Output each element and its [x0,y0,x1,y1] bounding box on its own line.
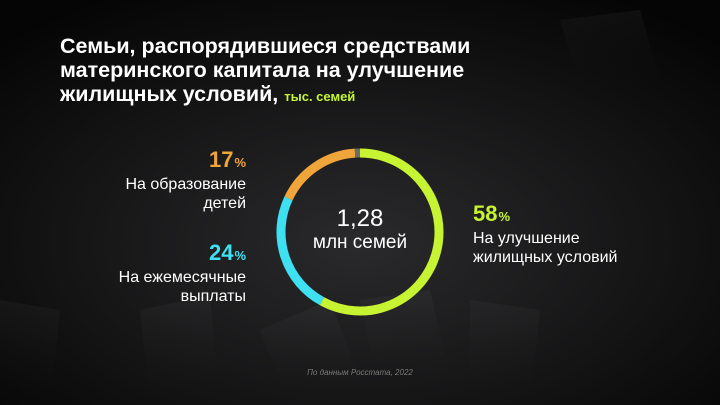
monthly-percent-sign: % [234,248,246,263]
donut-slice-education [284,148,356,201]
donut-slice-monthly [276,196,325,306]
housing-percent: 58% [473,202,617,229]
education-percent-sign: % [234,155,246,170]
donut-center-label: 1,28 млн семей [270,206,450,254]
education-desc-line-2: детей [203,195,246,212]
label-education: 17% На образование детей [125,148,246,213]
total-unit: млн семей [312,232,408,253]
donut-slice-housing [319,148,444,316]
education-desc-line-1: На образование [125,176,246,193]
monthly-desc-line-1: На ежемесячные [118,269,246,286]
monthly-percent: 24% [119,241,246,268]
title-line-3-text: жилищных условий, [60,82,279,106]
housing-desc-line-1: На улучшение [473,230,580,247]
chart-title: Семьи, распорядившиеся средствами матери… [60,34,530,109]
housing-percent-value: 58 [473,201,498,226]
education-percent: 17% [125,148,246,175]
monthly-percent-value: 24 [208,240,234,265]
housing-percent-sign: % [498,209,511,224]
title-unit: тыс. семей [284,89,356,104]
title-line-1: Семьи, распорядившиеся средствами [60,34,471,58]
housing-desc-line-2: жилищных условий [473,249,618,266]
title-line-2: материнского капитала на улучшение [60,58,465,82]
source-note: По данным Росстата, 2022 [307,368,413,377]
title-line-3: жилищных условий, тыс. семей [60,82,530,109]
education-percent-value: 17 [208,147,234,172]
label-housing: 58% На улучшение жилищных условий [473,202,617,267]
label-monthly: 24% На ежемесячные выплаты [119,241,246,306]
monthly-desc-line-2: выплаты [180,288,246,305]
total-value: 1,28 [336,205,384,232]
